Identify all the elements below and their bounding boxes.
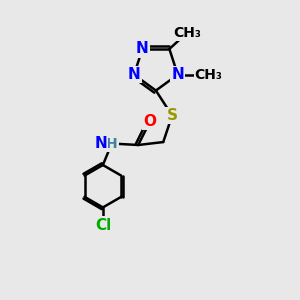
Text: O: O [143, 114, 157, 129]
Text: N: N [136, 41, 149, 56]
Text: S: S [167, 108, 178, 123]
Text: N: N [171, 67, 184, 82]
Text: CH₃: CH₃ [173, 26, 201, 40]
Text: N: N [94, 136, 107, 151]
Text: N: N [128, 67, 140, 82]
Text: H: H [106, 136, 118, 151]
Text: CH₃: CH₃ [195, 68, 223, 82]
Text: Cl: Cl [95, 218, 111, 232]
